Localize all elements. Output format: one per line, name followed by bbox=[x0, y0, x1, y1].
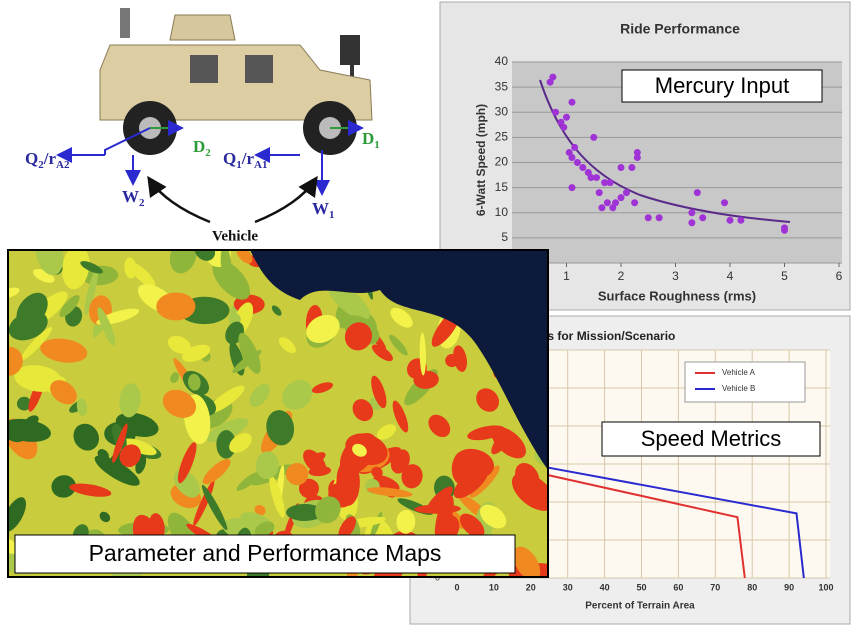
y-tick-label: 30 bbox=[495, 104, 509, 118]
point bbox=[781, 227, 788, 234]
point bbox=[628, 164, 635, 171]
y-tick-label: 20 bbox=[495, 155, 509, 169]
point bbox=[590, 134, 597, 141]
pointer-arrow bbox=[255, 180, 315, 222]
point bbox=[618, 194, 625, 201]
point bbox=[694, 189, 701, 196]
annotation: Speed Metrics bbox=[641, 426, 782, 451]
point bbox=[607, 179, 614, 186]
force-label: D1 bbox=[362, 129, 380, 151]
force-label: Q2/rA2 bbox=[25, 149, 70, 171]
force-label: W2 bbox=[122, 187, 145, 209]
equipment bbox=[340, 35, 360, 65]
antenna bbox=[120, 8, 130, 38]
point bbox=[568, 184, 575, 191]
point bbox=[563, 114, 570, 121]
point bbox=[634, 149, 641, 156]
label-sub: A1 bbox=[254, 159, 267, 171]
x-tick-label: 6 bbox=[836, 269, 843, 283]
map: Parameter and Performance Maps bbox=[0, 228, 564, 598]
window bbox=[245, 55, 273, 83]
x-tick-label: 20 bbox=[526, 582, 536, 592]
label-sub: A2 bbox=[56, 159, 70, 171]
point bbox=[579, 164, 586, 171]
point bbox=[549, 74, 556, 81]
point bbox=[721, 199, 728, 206]
x-tick-label: 10 bbox=[489, 582, 499, 592]
annotation: Mercury Input bbox=[655, 73, 790, 98]
point bbox=[593, 174, 600, 181]
point bbox=[737, 217, 744, 224]
x-tick-label: 60 bbox=[673, 582, 683, 592]
x-axis-label: Surface Roughness (rms) bbox=[598, 288, 756, 303]
point bbox=[618, 164, 625, 171]
x-tick-label: 100 bbox=[818, 582, 833, 592]
point bbox=[623, 189, 630, 196]
x-tick-label: 50 bbox=[636, 582, 646, 592]
label-main: D bbox=[362, 129, 374, 148]
x-tick-label: 1 bbox=[563, 269, 570, 283]
y-tick-label: 40 bbox=[495, 54, 509, 68]
point bbox=[645, 214, 652, 221]
x-tick-label: 80 bbox=[747, 582, 757, 592]
force-label: Q1/rA1 bbox=[223, 149, 267, 171]
label-sub: 2 bbox=[205, 147, 211, 159]
turret bbox=[170, 15, 235, 40]
point bbox=[571, 144, 578, 151]
x-tick-label: 2 bbox=[618, 269, 625, 283]
point bbox=[612, 199, 619, 206]
label-main: D bbox=[193, 137, 205, 156]
point bbox=[727, 217, 734, 224]
y-tick-label: 10 bbox=[495, 205, 509, 219]
vehicle-label: Vehicle bbox=[212, 228, 258, 244]
point bbox=[688, 209, 695, 216]
point bbox=[598, 204, 605, 211]
x-tick-label: 5 bbox=[781, 269, 788, 283]
x-tick-label: 4 bbox=[727, 269, 734, 283]
label-main: W bbox=[122, 187, 139, 206]
slide: Ride Performance Surface Roughness (rms)… bbox=[0, 0, 852, 626]
y-tick-label: 15 bbox=[495, 180, 509, 194]
force-label: W1 bbox=[312, 199, 335, 221]
label-main: W bbox=[312, 199, 329, 218]
window bbox=[190, 55, 218, 83]
x-tick-label: 0 bbox=[454, 582, 459, 592]
label-sub: 1 bbox=[329, 209, 335, 221]
point bbox=[688, 219, 695, 226]
force-label: D2 bbox=[193, 137, 211, 159]
point bbox=[631, 199, 638, 206]
x-tick-label: 90 bbox=[784, 582, 794, 592]
label-main: /r bbox=[43, 149, 57, 168]
point bbox=[699, 214, 706, 221]
x-tick-label: 3 bbox=[672, 269, 679, 283]
point bbox=[568, 154, 575, 161]
vehicle-diagram: Vehicle D2 D1 Q2/rA2 Q1/rA1 W2 W1 bbox=[25, 8, 380, 244]
legend-label: Vehicle A bbox=[722, 368, 756, 377]
point bbox=[574, 159, 581, 166]
x-axis-label: Percent of Terrain Area bbox=[585, 601, 695, 612]
label-sub: 2 bbox=[139, 197, 145, 209]
point bbox=[604, 199, 611, 206]
point bbox=[568, 99, 575, 106]
x-tick-label: 40 bbox=[600, 582, 610, 592]
map-label: Parameter and Performance Maps bbox=[89, 540, 442, 566]
label-main: /r bbox=[241, 149, 255, 168]
point bbox=[552, 109, 559, 116]
x-tick-label: 70 bbox=[710, 582, 720, 592]
label-main: Q bbox=[223, 149, 236, 168]
x-tick-label: 30 bbox=[563, 582, 573, 592]
label-main: Q bbox=[25, 149, 38, 168]
y-axis-label: 6-Watt Speed (mph) bbox=[474, 104, 488, 216]
point bbox=[560, 124, 567, 131]
legend-label: Vehicle B bbox=[722, 384, 755, 393]
point bbox=[656, 214, 663, 221]
pointer-arrow bbox=[150, 180, 210, 222]
label-sub: 1 bbox=[374, 139, 380, 151]
y-tick-label: 25 bbox=[495, 130, 509, 144]
chart-title: Ride Performance bbox=[620, 21, 740, 37]
y-tick-label: 35 bbox=[495, 79, 509, 93]
point bbox=[596, 189, 603, 196]
y-tick-label: 5 bbox=[501, 230, 508, 244]
